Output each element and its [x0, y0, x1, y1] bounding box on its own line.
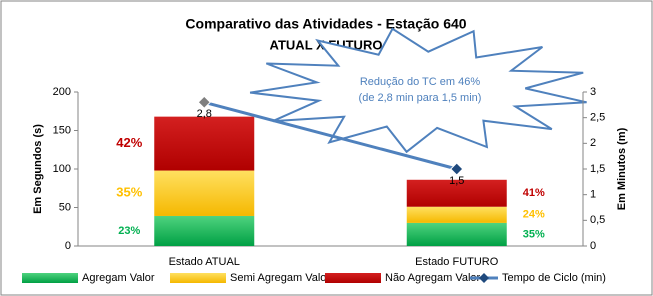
- legend-label: Tempo de Ciclo (min): [502, 272, 606, 284]
- y-tick-label: 100: [53, 163, 71, 175]
- percent-label: 42%: [116, 135, 142, 150]
- y2-tick-label: 2: [590, 137, 596, 149]
- y-axis-label: Em Segundos (s): [32, 124, 44, 214]
- callout-burst: [249, 27, 587, 154]
- percent-label: 35%: [116, 185, 142, 200]
- percent-label: 41%: [523, 187, 545, 199]
- y2-tick-label: 1,5: [590, 163, 605, 175]
- bar-segment: [154, 170, 255, 216]
- cycle-time-line: [203, 100, 458, 171]
- y-tick-label: 200: [53, 86, 71, 98]
- legend-label: Agregam Valor: [82, 272, 155, 284]
- y2-tick-label: 3: [590, 86, 596, 98]
- percent-label: 23%: [118, 225, 140, 237]
- y-tick-label: 150: [53, 124, 71, 136]
- cycle-time-marker: [197, 95, 211, 109]
- bar-segment: [154, 215, 255, 246]
- bar-segment: [154, 116, 255, 171]
- y2-tick-label: 2,5: [590, 112, 605, 124]
- percent-label: 35%: [523, 228, 545, 240]
- legend-swatch: [170, 273, 226, 283]
- y2-tick-label: 0: [590, 240, 596, 252]
- data-label: 2,8: [197, 108, 212, 120]
- bar-segment: [406, 222, 507, 246]
- legend-label: Não Agregam Valor: [385, 272, 481, 284]
- percent-label: 24%: [523, 209, 545, 221]
- legend-label: Semi Agregam Valor: [230, 272, 330, 284]
- y2-tick-label: 0,5: [590, 214, 605, 226]
- y-tick-label: 50: [59, 201, 71, 213]
- y2-tick-label: 1: [590, 189, 596, 201]
- legend-swatch: [22, 273, 78, 283]
- bar-segment: [406, 179, 507, 207]
- x-tick-label: Estado ATUAL: [169, 256, 240, 268]
- y-tick-label: 0: [65, 240, 71, 252]
- chart-title: Comparativo das Atividades - Estação 640: [185, 16, 466, 32]
- annotation: Redução do TC em 46%: [360, 76, 480, 88]
- x-tick-label: Estado FUTURO: [415, 256, 499, 268]
- legend-marker: [479, 273, 489, 283]
- annotation: (de 2,8 min para 1,5 min): [359, 92, 482, 104]
- bar-segment: [406, 206, 507, 223]
- cycle-time-marker: [450, 162, 464, 176]
- y2-axis-label: Em Minutos (m): [616, 127, 628, 210]
- data-label: 1,5: [449, 175, 464, 187]
- legend-swatch: [325, 273, 381, 283]
